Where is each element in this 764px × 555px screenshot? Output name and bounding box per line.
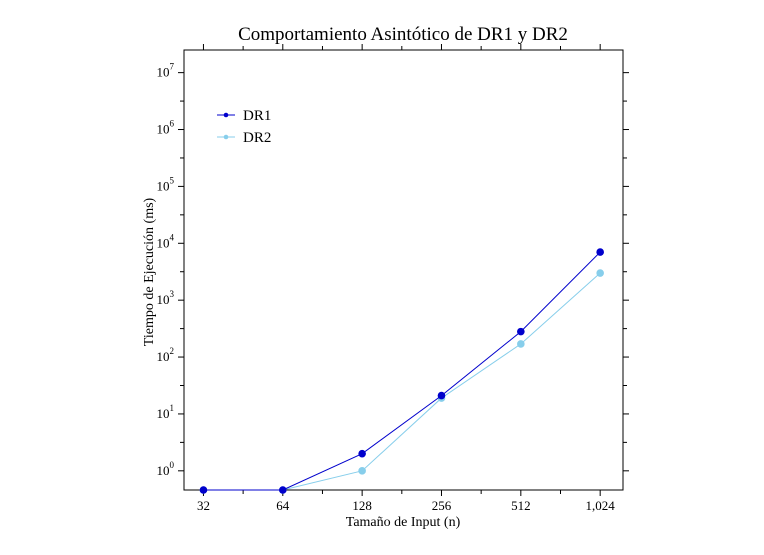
y-axis-label: Tiempo de Ejecución (ms) (142, 197, 157, 346)
data-point-dr1 (199, 486, 208, 494)
legend-swatch-marker (223, 134, 229, 140)
y-tick-label: 103 (157, 289, 175, 307)
series-layer (199, 248, 604, 494)
data-point-dr1 (517, 327, 525, 336)
data-point-dr1 (437, 391, 446, 400)
legend-label-dr2: DR2 (243, 130, 271, 146)
series-line-dr1 (203, 251, 601, 491)
y-axis: 100 101 102 103 104 105 106 107 (157, 62, 629, 478)
data-point-dr1 (596, 248, 604, 256)
x-tick-label: 64 (276, 498, 290, 513)
data-point-dr1 (278, 486, 287, 494)
data-point-dr2 (517, 340, 525, 348)
x-axis: 32 64 128 256 512 1,024 (197, 44, 615, 513)
series-line-dr2 (203, 272, 601, 491)
chart-title: Comportamiento Asintótico de DR1 y DR2 (238, 24, 568, 45)
x-tick-label: 32 (197, 498, 210, 513)
y-tick-label: 100 (157, 460, 175, 478)
x-tick-label: 512 (511, 498, 531, 513)
data-point-dr2 (596, 269, 604, 277)
y-tick-label: 107 (157, 62, 175, 80)
y-tick-label: 101 (157, 403, 175, 421)
x-axis-label: Tamaño de Input (n) (346, 515, 461, 530)
y-tick-label: 106 (157, 119, 175, 137)
y-tick-label: 104 (157, 232, 175, 250)
plot-area (183, 49, 624, 491)
data-point-dr2 (358, 467, 366, 475)
legend-label-dr1: DR1 (243, 108, 271, 124)
x-tick-label: 128 (352, 498, 372, 513)
x-tick-label: 1,024 (586, 498, 616, 513)
y-tick-label: 105 (157, 175, 175, 193)
y-tick-label: 102 (157, 346, 175, 364)
data-point-dr1 (358, 449, 366, 458)
legend-swatch-marker (223, 112, 229, 118)
x-tick-label: 256 (432, 498, 452, 513)
